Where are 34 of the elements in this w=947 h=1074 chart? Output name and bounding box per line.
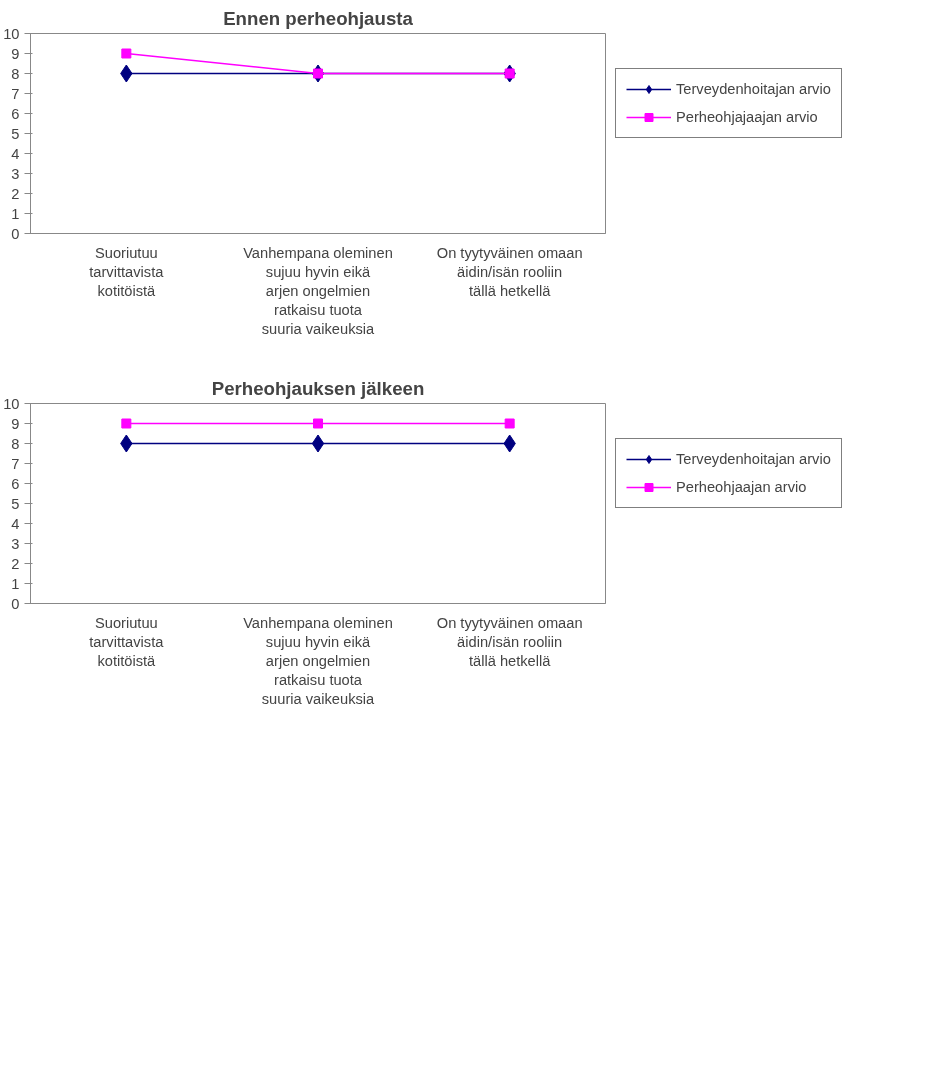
y-tick-label: 0 (11, 595, 20, 612)
y-tick-label: 9 (11, 415, 20, 432)
legend-label: Terveydenhoitajan arvio (676, 81, 831, 97)
y-tick-label: 10 (3, 25, 20, 42)
x-tick-label: Suoriutuu tarvittavista kotitöistä (89, 244, 165, 299)
x-tick-label: Suoriutuu tarvittavista kotitöistä (89, 614, 165, 669)
y-tick-label: 5 (11, 125, 20, 142)
y-tick-label: 7 (11, 85, 20, 102)
y-tick-label: 2 (11, 185, 20, 202)
y-tick-label: 1 (11, 575, 20, 592)
y-tick-label: 7 (11, 455, 20, 472)
x-tick-label: Vanhempana oleminen sujuu hyvin eikä arjen ongelmien ratkaisu tuota suuria vaikeuksia (243, 244, 393, 338)
y-tick-label: 2 (11, 555, 20, 572)
y-tick-label: 0 (11, 225, 20, 242)
y-tick-label: 10 (3, 395, 20, 412)
y-tick-label: 6 (11, 475, 20, 492)
y-tick-label: 4 (11, 145, 20, 162)
y-tick-label: 6 (11, 105, 20, 122)
x-tick-label: Vanhempana oleminen sujuu hyvin eikä arjen ongelmien ratkaisu tuota suuria vaikeuksia (243, 614, 393, 708)
chart-title: Ennen perheohjausta (223, 7, 414, 29)
chart-title: Perheohjauksen jälkeen (211, 377, 425, 399)
y-tick-label: 3 (11, 535, 20, 552)
y-tick-label: 3 (11, 165, 20, 182)
y-tick-label: 5 (11, 495, 20, 512)
x-tick-label: On tyytyväinen omaan äidin/isän rooliin tällä hetkellä (436, 614, 583, 669)
y-tick-label: 4 (11, 515, 20, 532)
legend-label: Perheohjaajan arvio (676, 479, 807, 495)
y-tick-label: 8 (11, 435, 20, 452)
legend-label: Terveydenhoitajan arvio (676, 451, 831, 467)
y-tick-label: 9 (11, 45, 20, 62)
y-tick-label: 1 (11, 205, 20, 222)
legend-label: Perheohjajaajan arvio (676, 109, 818, 125)
y-tick-label: 8 (11, 65, 20, 82)
x-tick-label: On tyytyväinen omaan äidin/isän rooliin tällä hetkellä (436, 244, 583, 299)
